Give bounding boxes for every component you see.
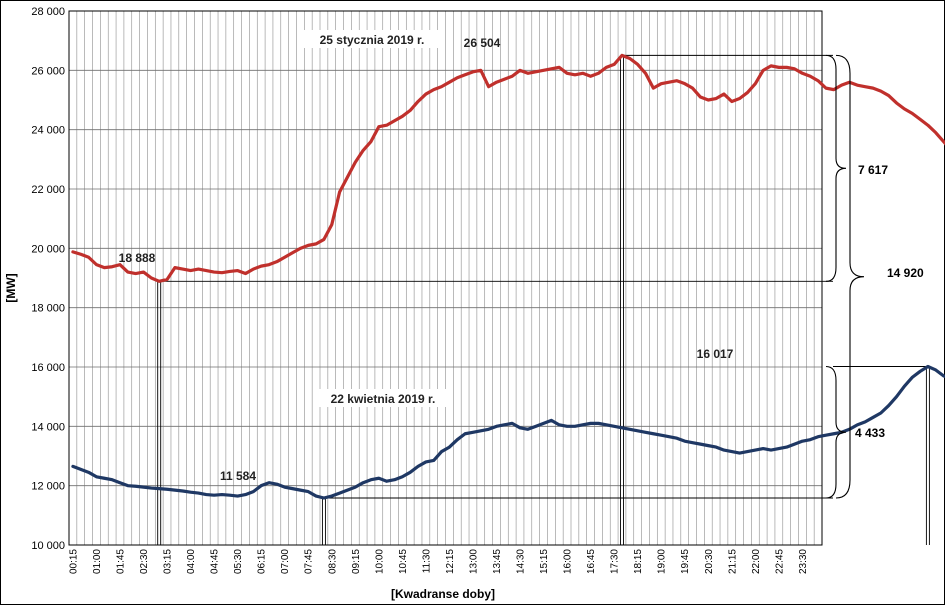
jan-max-label: 26 504 xyxy=(464,36,501,50)
x-tick-label: 05:30 xyxy=(233,549,244,574)
apr-min-label: 11 584 xyxy=(220,469,256,483)
x-tick-label: 18:15 xyxy=(633,549,644,574)
x-tick-label: 20:30 xyxy=(704,549,715,574)
series-line-apr-2019 xyxy=(71,364,945,500)
x-tick-label: 10:00 xyxy=(374,549,385,574)
jan-range-brace xyxy=(825,54,847,282)
x-tick-label: 00:15 xyxy=(68,549,79,574)
jan-series-label: 25 stycznia 2019 r. xyxy=(320,33,425,47)
x-tick-label: 01:00 xyxy=(92,549,103,574)
y-tick-label: 18 000 xyxy=(31,303,65,315)
x-tick-label: 10:45 xyxy=(398,549,409,574)
x-tick-label: 22:45 xyxy=(774,549,785,574)
x-tick-label: 19:45 xyxy=(680,549,691,574)
x-tick-label: 07:45 xyxy=(304,549,315,574)
grid xyxy=(68,10,823,546)
x-tick-label: 11:30 xyxy=(421,549,432,574)
jan-min-label: 18 888 xyxy=(119,251,156,265)
y-axis-title: [MW] xyxy=(4,273,18,302)
x-tick-label: 13:00 xyxy=(468,549,479,574)
range-braces xyxy=(825,54,865,499)
x-tick-label: 17:30 xyxy=(610,549,621,574)
y-tick-label: 22 000 xyxy=(31,184,65,196)
x-tick-label: 06:15 xyxy=(257,549,268,574)
apr-label-bg xyxy=(318,389,448,407)
y-tick-label: 12 000 xyxy=(31,481,65,493)
x-tick-label: 14:30 xyxy=(516,549,527,574)
apr-max-label: 16 017 xyxy=(697,347,734,361)
x-axis-title: [Kwadranse doby] xyxy=(391,587,495,601)
x-tick-label: 12:15 xyxy=(445,549,456,574)
y-tick-label: 16 000 xyxy=(31,362,65,374)
guide-lines xyxy=(157,54,930,545)
y-tick-label: 10 000 xyxy=(31,540,65,552)
x-tick-label: 16:00 xyxy=(563,549,574,574)
x-tick-label: 23:30 xyxy=(798,549,809,574)
x-tick-label: 16:45 xyxy=(586,549,597,574)
x-tick-label: 07:00 xyxy=(280,549,291,574)
y-tick-label: 14 000 xyxy=(31,421,65,433)
series-line-jan-2019 xyxy=(71,53,945,283)
x-tick-label: 13:45 xyxy=(492,549,503,574)
total-range-brace xyxy=(835,54,865,499)
x-tick-label: 15:15 xyxy=(539,549,550,574)
x-tick-label: 08:30 xyxy=(327,549,338,574)
x-tick-label: 21:15 xyxy=(727,549,738,574)
y-tick-label: 24 000 xyxy=(31,125,65,137)
plot-area-border xyxy=(68,10,823,546)
x-tick-label: 22:00 xyxy=(751,549,762,574)
jan-range-label: 7 617 xyxy=(858,163,888,177)
x-tick-label: 01:45 xyxy=(115,549,126,574)
x-tick-label: 09:15 xyxy=(351,549,362,574)
apr-series-label: 22 kwietnia 2019 r. xyxy=(331,392,436,406)
x-axis-ticks: 00:15 01:00 01:45 02:30 03:15 04:00 04:45 05:30… xyxy=(68,549,808,574)
x-tick-label: 04:45 xyxy=(210,549,221,574)
x-tick-label: 03:15 xyxy=(163,549,174,574)
x-tick-label: 19:00 xyxy=(657,549,668,574)
apr-range-brace xyxy=(825,365,847,499)
x-tick-label: 02:30 xyxy=(139,549,150,574)
total-range-label: 14 920 xyxy=(887,266,924,280)
y-tick-label: 20 000 xyxy=(31,243,65,255)
y-axis-ticks: 10 000 12 000 14 000 16 000 18 000 20 000 22 0… xyxy=(31,6,65,552)
y-tick-label: 28 000 xyxy=(31,6,65,18)
y-tick-label: 26 000 xyxy=(31,65,65,77)
jan-label-bg xyxy=(303,30,441,48)
x-tick-label: 04:00 xyxy=(186,549,197,574)
apr-range-label: 4 433 xyxy=(855,426,885,440)
series-lines xyxy=(71,53,945,500)
